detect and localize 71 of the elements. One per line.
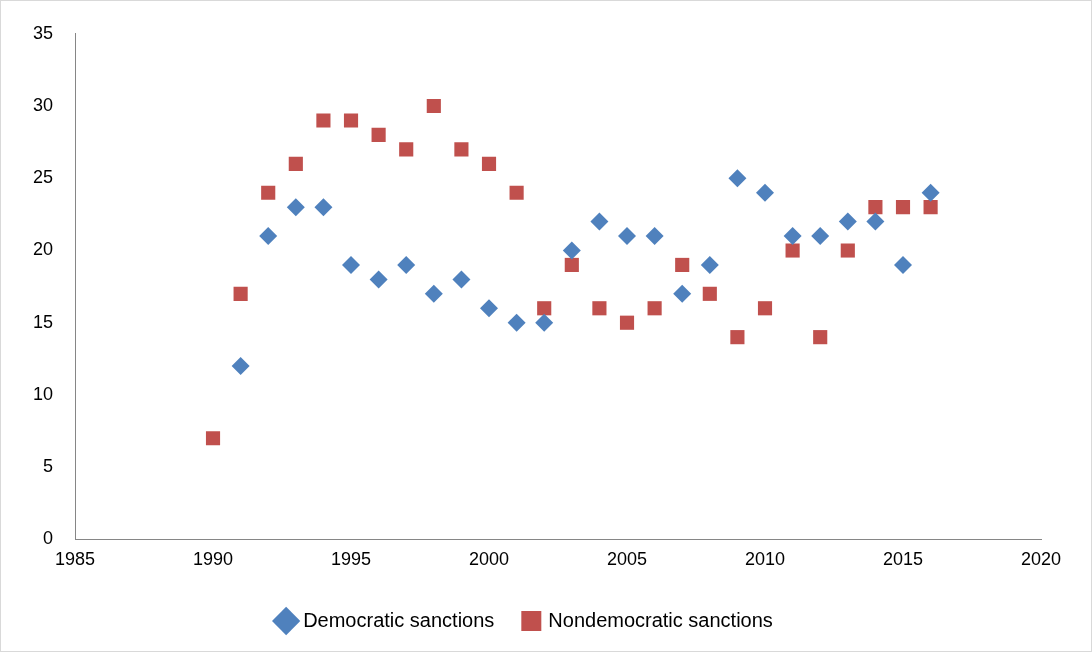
point bbox=[259, 227, 278, 246]
point bbox=[730, 330, 745, 345]
point bbox=[535, 313, 554, 332]
x-tick-label: 2015 bbox=[882, 549, 924, 570]
x-tick-label: 2005 bbox=[606, 549, 648, 570]
point bbox=[509, 185, 524, 200]
point bbox=[619, 315, 635, 330]
point bbox=[454, 142, 469, 157]
point bbox=[590, 212, 609, 231]
point bbox=[314, 198, 333, 217]
point bbox=[399, 142, 414, 157]
point bbox=[813, 330, 828, 345]
point bbox=[288, 156, 303, 171]
point bbox=[342, 255, 361, 274]
x-tick-label: 1990 bbox=[192, 549, 234, 570]
x-tick-label: 2000 bbox=[468, 549, 510, 570]
point bbox=[838, 212, 857, 231]
point bbox=[647, 301, 662, 316]
point bbox=[757, 301, 773, 316]
point bbox=[783, 227, 802, 246]
legend-label: Democratic sanctions bbox=[303, 608, 495, 631]
point bbox=[921, 183, 940, 202]
x-tick-label: 1995 bbox=[330, 549, 372, 570]
point bbox=[452, 270, 471, 289]
x-tick-label: 1985 bbox=[55, 549, 96, 570]
point bbox=[424, 284, 443, 303]
point bbox=[811, 227, 830, 246]
point bbox=[286, 198, 305, 217]
point bbox=[895, 200, 911, 215]
point bbox=[785, 243, 800, 258]
y-tick-label: 10 bbox=[32, 383, 54, 404]
point bbox=[397, 255, 416, 274]
point bbox=[343, 113, 359, 128]
point bbox=[261, 185, 276, 200]
point bbox=[231, 357, 250, 376]
point bbox=[205, 431, 221, 446]
y-tick-label: 15 bbox=[32, 311, 54, 332]
y-tick-label: 30 bbox=[32, 95, 54, 115]
point bbox=[728, 169, 747, 188]
point bbox=[233, 286, 248, 301]
y-tick-label: 25 bbox=[32, 167, 54, 188]
y-tick-label: 0 bbox=[43, 528, 54, 549]
y-tick-label: 20 bbox=[32, 239, 54, 260]
point bbox=[426, 98, 441, 114]
point bbox=[868, 200, 883, 215]
y-tick-label: 35 bbox=[32, 22, 54, 43]
point bbox=[592, 301, 607, 316]
point bbox=[675, 257, 690, 272]
point bbox=[481, 156, 497, 171]
point bbox=[480, 299, 499, 318]
point bbox=[507, 313, 526, 332]
point bbox=[894, 255, 912, 274]
point bbox=[840, 243, 855, 258]
y-tick-label: 5 bbox=[43, 456, 54, 477]
point bbox=[700, 255, 719, 274]
point bbox=[756, 183, 775, 202]
point bbox=[369, 270, 388, 289]
point bbox=[673, 284, 692, 303]
x-tick-label: 2020 bbox=[1020, 549, 1062, 570]
legend-label: Nondemocratic sanctions bbox=[548, 608, 773, 631]
point bbox=[645, 227, 664, 246]
point bbox=[562, 241, 581, 260]
x-tick-label: 2010 bbox=[744, 549, 786, 570]
point bbox=[618, 227, 637, 246]
point bbox=[866, 212, 885, 231]
point bbox=[702, 286, 717, 301]
point bbox=[316, 113, 331, 128]
point bbox=[371, 127, 386, 142]
point bbox=[564, 257, 579, 272]
point bbox=[537, 301, 552, 316]
point bbox=[923, 200, 938, 215]
